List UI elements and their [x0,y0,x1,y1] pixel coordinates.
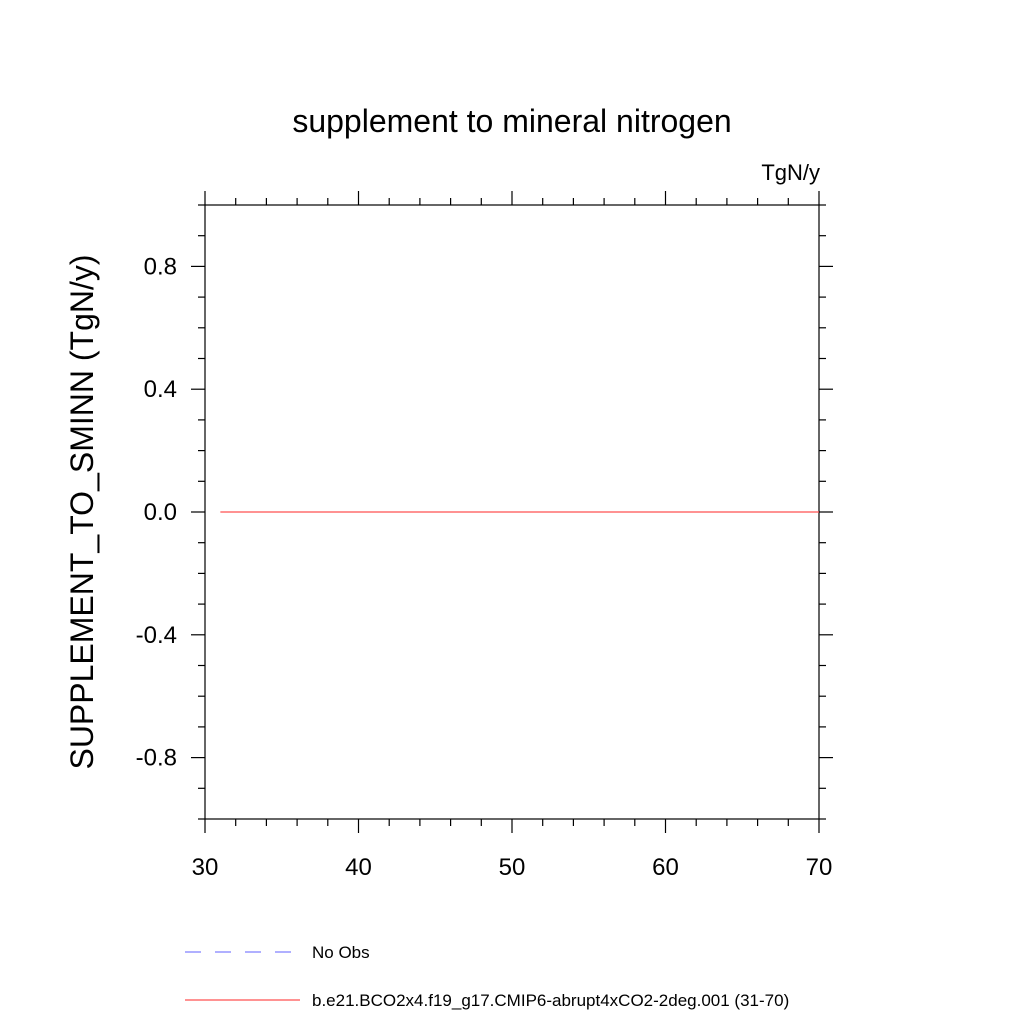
y-tick-label: 0.0 [144,499,177,526]
axis-ticks: 30 40 50 60 70 0.8 0.4 0.0 -0.4 -0.8 [136,191,833,881]
x-tick-label: 70 [806,854,833,881]
x-tick-label: 50 [499,854,526,881]
y-tick-label: -0.8 [136,745,177,772]
x-tick-label: 60 [652,854,679,881]
legend-label: No Obs [312,943,370,962]
y-tick-label: -0.4 [136,622,177,649]
x-tick-label: 40 [345,854,372,881]
units-label: TgN/y [761,160,820,185]
legend-label: b.e21.BCO2x4.f19_g17.CMIP6-abrupt4xCO2-2… [312,991,789,1010]
x-tick-label: 30 [192,854,219,881]
y-tick-label: 0.8 [144,253,177,280]
legend: No Obs b.e21.BCO2x4.f19_g17.CMIP6-abrupt4… [185,943,789,1010]
chart-title: supplement to mineral nitrogen [292,103,731,139]
y-tick-label: 0.4 [144,376,177,403]
y-axis-label: SUPPLEMENT_TO_SMINN (TgN/y) [64,254,100,769]
